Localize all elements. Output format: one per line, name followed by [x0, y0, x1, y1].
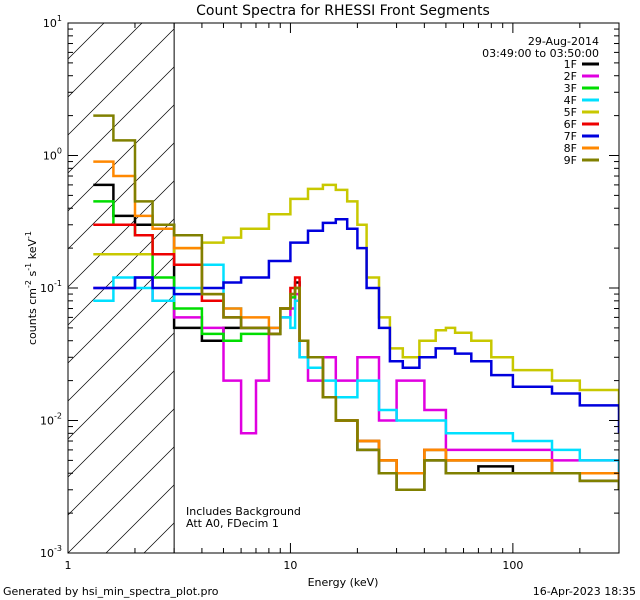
y-label-exp3: -1	[24, 231, 33, 239]
time-range-label: 03:49:00 to 03:50:00	[482, 47, 599, 60]
hatch-line	[68, 23, 219, 174]
series-group	[93, 114, 619, 492]
y-label-exp2: -1	[24, 263, 33, 271]
date-label: 29-Aug-2014	[528, 35, 599, 48]
x-axis-ticks: 1 10 100	[65, 23, 620, 572]
legend-label-8F: 8F	[564, 142, 577, 155]
y-tick-label: 10-1	[40, 279, 62, 295]
hatch-line	[68, 23, 257, 212]
legend-label-9F: 9F	[564, 154, 577, 167]
legend-label-5F: 5F	[564, 106, 577, 119]
timestamp-footer: 16-Apr-2023 18:35	[532, 585, 636, 598]
y-tick-label: 10-2	[40, 412, 62, 428]
y-label-part3: keV	[26, 239, 39, 263]
legend-label-4F: 4F	[564, 94, 577, 107]
y-tick-label: 101	[43, 14, 62, 30]
x-tick-label: 1	[65, 559, 72, 572]
hatch-line	[68, 23, 181, 136]
x-tick-label: 100	[502, 559, 523, 572]
legend-label-3F: 3F	[564, 82, 577, 95]
y-axis-label: counts cm-2 s-1 keV-1	[24, 231, 39, 345]
legend-label-7F: 7F	[564, 130, 577, 143]
y-label-part1: counts cm	[26, 288, 39, 345]
background-note: Includes Background	[186, 505, 301, 518]
legend-label-6F: 6F	[564, 118, 577, 131]
y-label-part2: s	[26, 270, 39, 279]
generated-by-footer: Generated by hsi_min_spectra_plot.pro	[3, 585, 219, 598]
y-tick-label: 10-3	[40, 544, 62, 560]
legend-label-2F: 2F	[564, 70, 577, 83]
attenuator-note: Att A0, FDecim 1	[186, 517, 279, 530]
series-line-9F	[93, 114, 619, 492]
x-axis-label: Energy (keV)	[308, 576, 379, 589]
x-tick-label: 10	[283, 559, 297, 572]
y-axis-ticks: 10-3 10-2 10-1 100 101	[40, 14, 619, 560]
y-label-exp1: -2	[24, 280, 33, 288]
chart-title: Count Spectra for RHESSI Front Segments	[196, 3, 490, 19]
y-tick-label: 100	[43, 147, 62, 163]
legend-label-1F: 1F	[564, 58, 577, 71]
